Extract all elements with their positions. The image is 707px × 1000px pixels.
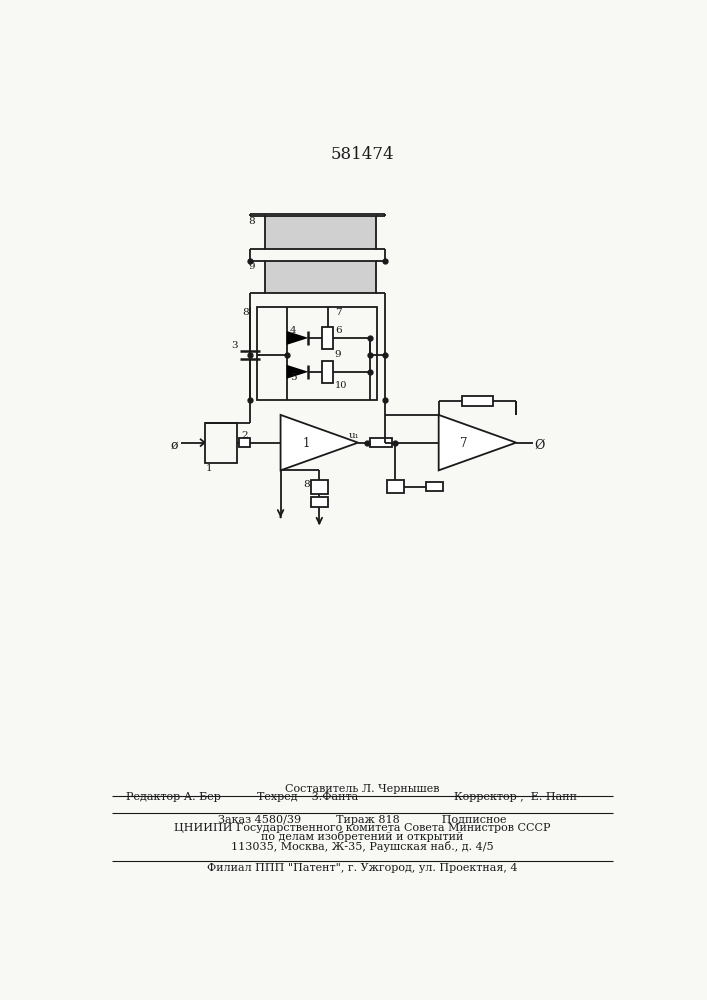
- Text: 2: 2: [241, 431, 247, 440]
- Text: 5: 5: [290, 373, 296, 382]
- Text: 1: 1: [206, 464, 213, 473]
- Bar: [311, 497, 328, 507]
- Text: Редактор А. Бер: Редактор А. Бер: [126, 792, 221, 802]
- Text: u₁: u₁: [349, 431, 360, 440]
- Text: Заказ 4580/39          Тираж 818            Подписное: Заказ 4580/39 Тираж 818 Подписное: [218, 815, 506, 825]
- Polygon shape: [281, 415, 358, 470]
- Text: 8: 8: [303, 480, 310, 489]
- Text: 4: 4: [290, 326, 296, 335]
- Text: 7: 7: [460, 437, 468, 450]
- Text: Ø: Ø: [534, 439, 545, 452]
- Bar: [311, 480, 328, 494]
- Text: 9: 9: [248, 262, 255, 271]
- Text: 581474: 581474: [330, 146, 394, 163]
- Bar: [265, 216, 376, 249]
- Bar: [239, 438, 250, 447]
- Bar: [462, 396, 493, 406]
- Polygon shape: [287, 331, 308, 345]
- Bar: [370, 438, 392, 447]
- Text: 6: 6: [335, 326, 341, 335]
- Text: 10: 10: [335, 381, 347, 390]
- Text: ø: ø: [170, 439, 178, 452]
- Bar: [204, 423, 237, 463]
- Bar: [257, 307, 378, 400]
- Bar: [426, 482, 443, 491]
- Bar: [322, 327, 333, 349]
- Text: 3: 3: [231, 341, 238, 350]
- Text: Составитель Л. Чернышев: Составитель Л. Чернышев: [285, 784, 439, 794]
- Text: 1: 1: [303, 437, 310, 450]
- Text: 113035, Москва, Ж-35, Раушская наб., д. 4/5: 113035, Москва, Ж-35, Раушская наб., д. …: [230, 841, 493, 852]
- Text: Филиал ППП "Патент", г. Ужгород, ул. Проектная, 4: Филиал ППП "Патент", г. Ужгород, ул. Про…: [206, 863, 518, 873]
- Text: ЦНИИПИ Государственного комитета Совета Министров СССР: ЦНИИПИ Государственного комитета Совета …: [174, 823, 550, 833]
- Polygon shape: [438, 415, 516, 470]
- Bar: [322, 361, 333, 383]
- Text: Корректор ,  Е. Папп: Корректор , Е. Папп: [454, 792, 577, 802]
- Text: Техред    3.Фанта: Техред 3.Фанта: [257, 792, 358, 802]
- Bar: [265, 261, 376, 293]
- Text: 8: 8: [248, 217, 255, 226]
- Text: 7: 7: [335, 308, 341, 317]
- Text: 8: 8: [243, 308, 250, 317]
- Polygon shape: [287, 365, 308, 379]
- Bar: [387, 480, 404, 493]
- Text: 9: 9: [335, 350, 341, 359]
- Text: по делам изобретений и открытий: по делам изобретений и открытий: [261, 831, 463, 842]
